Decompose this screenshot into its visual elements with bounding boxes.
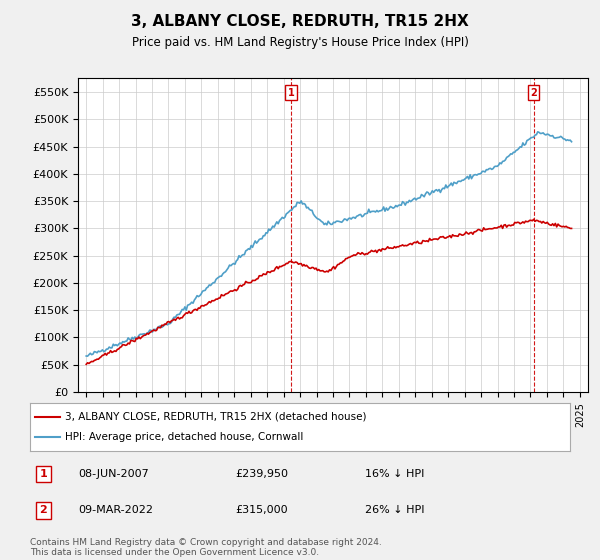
Text: 16% ↓ HPI: 16% ↓ HPI [365, 469, 424, 479]
Text: £239,950: £239,950 [235, 469, 288, 479]
Text: £315,000: £315,000 [235, 505, 288, 515]
Text: 3, ALBANY CLOSE, REDRUTH, TR15 2HX (detached house): 3, ALBANY CLOSE, REDRUTH, TR15 2HX (deta… [65, 412, 367, 422]
Text: Contains HM Land Registry data © Crown copyright and database right 2024.
This d: Contains HM Land Registry data © Crown c… [30, 538, 382, 557]
Text: 1: 1 [287, 88, 294, 98]
Text: 2: 2 [40, 505, 47, 515]
Text: 26% ↓ HPI: 26% ↓ HPI [365, 505, 424, 515]
Text: Price paid vs. HM Land Registry's House Price Index (HPI): Price paid vs. HM Land Registry's House … [131, 36, 469, 49]
Text: 08-JUN-2007: 08-JUN-2007 [79, 469, 149, 479]
Text: HPI: Average price, detached house, Cornwall: HPI: Average price, detached house, Corn… [65, 432, 304, 442]
Text: 09-MAR-2022: 09-MAR-2022 [79, 505, 154, 515]
Text: 1: 1 [40, 469, 47, 479]
Text: 2: 2 [530, 88, 537, 98]
Text: 3, ALBANY CLOSE, REDRUTH, TR15 2HX: 3, ALBANY CLOSE, REDRUTH, TR15 2HX [131, 14, 469, 29]
